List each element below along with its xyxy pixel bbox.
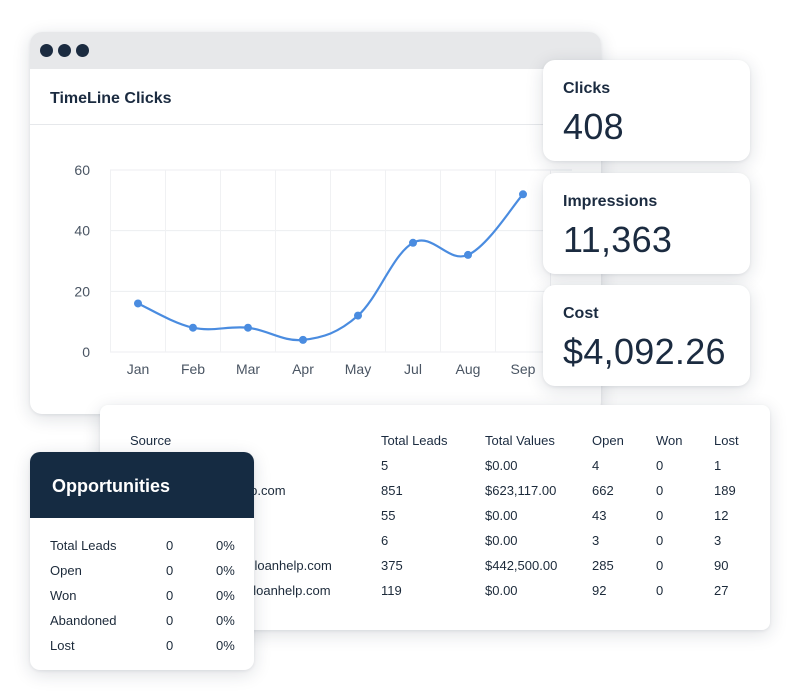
table-cell: 92 [592,583,607,598]
table-cell: 189 [714,483,736,498]
table-cell: $623,117.00 [485,483,557,498]
opportunity-label: Abandoned [50,613,117,628]
column-header-won: Won [656,433,683,448]
window-title-bar [30,32,601,69]
opportunity-label: Total Leads [50,538,117,553]
x-tick-label: Aug [456,361,481,377]
table-cell: 0 [656,483,664,498]
opportunity-label: Open [50,563,82,578]
opportunity-count: 0 [166,613,174,628]
opportunity-label: Lost [50,638,75,653]
table-cell: 0 [656,558,664,573]
impressions-label: Impressions [563,193,658,210]
cost-label: Cost [563,305,599,322]
data-point [134,299,142,308]
table-cell: 5 [381,458,389,473]
line-chart: 0 20 40 60 Jan Feb Mar Apr May Jul Aug Sep [74,162,572,377]
window-dot-icon [40,44,53,57]
divider [30,124,601,125]
column-header-total-values: Total Values [485,433,555,448]
window-dot-icon [58,44,71,57]
table-cell: 3 [592,533,600,548]
table-cell: 4 [592,458,600,473]
timeline-clicks-window: TimeLine Clicks 0 20 40 60 Jan Feb Mar Apr May Ju… [30,32,601,414]
table-cell: neloanhelp.com [240,558,332,573]
opportunity-count: 0 [166,638,174,653]
table-cell: 662 [592,483,614,498]
opportunities-header [30,452,254,518]
cost-value: $4,092.26 [563,331,726,372]
opportunities-title: Opportunities [52,476,170,496]
table-cell: 27 [714,583,729,598]
data-point [189,323,197,332]
column-header-total-leads: Total Leads [381,433,448,448]
data-point [409,238,417,247]
opportunity-count: 0 [166,588,174,603]
table-cell: $442,500.00 [485,558,558,573]
y-tick-label: 20 [74,283,90,299]
x-tick-label: Apr [292,361,314,377]
table-cell: 0 [656,508,664,523]
cost-card: Cost $4,092.26 [543,285,750,386]
clicks-label: Clicks [563,80,611,97]
x-tick-label: Mar [236,361,260,377]
opportunity-percent: 0% [216,613,235,628]
x-tick-label: Feb [181,361,205,377]
clicks-card: Clicks 408 [543,60,750,161]
impressions-card: Impressions 11,363 [543,173,750,274]
data-point [519,190,527,199]
clicks-value: 408 [563,106,624,147]
opportunities-card: Opportunities Total Leads 0 0% Open 0 0%… [30,452,254,670]
table-cell: 0 [656,583,664,598]
table-cell: 12 [714,508,729,523]
opportunity-percent: 0% [216,538,235,553]
x-tick-label: May [345,361,371,377]
table-cell: 43 [592,508,607,523]
y-tick-label: 0 [82,344,90,360]
y-tick-label: 60 [74,162,90,178]
table-cell: 0 [656,533,664,548]
data-point [464,250,472,259]
table-cell: $0.00 [485,583,518,598]
opportunity-percent: 0% [216,588,235,603]
table-cell: $0.00 [485,508,518,523]
data-point [244,323,252,332]
opportunity-count: 0 [166,563,174,578]
chart-title: TimeLine Clicks [50,90,172,107]
table-cell: 6 [381,533,389,548]
table-cell: 285 [592,558,614,573]
table-cell: 55 [381,508,396,523]
table-cell: 375 [381,558,403,573]
column-header-open: Open [592,433,624,448]
table-cell: 119 [381,583,402,598]
data-point [354,311,362,320]
table-cell: 3 [714,533,722,548]
opportunity-label: Won [50,588,77,603]
table-cell: 90 [714,558,729,573]
opportunity-percent: 0% [216,638,235,653]
table-cell: $0.00 [485,533,518,548]
x-tick-label: Jan [127,361,150,377]
table-cell: 851 [381,483,403,498]
opportunity-count: 0 [166,538,174,553]
x-tick-label: Sep [511,361,536,377]
data-point [299,335,307,344]
opportunity-percent: 0% [216,563,235,578]
table-cell: $0.00 [485,458,518,473]
table-cell: eloanhelp.com [246,583,331,598]
x-tick-label: Jul [404,361,422,377]
table-cell: 1 [714,458,722,473]
table-cell: 0 [656,458,664,473]
window-dot-icon [76,44,89,57]
column-header-source: Source [130,433,172,448]
y-tick-label: 40 [74,223,90,239]
impressions-value: 11,363 [563,219,673,260]
column-header-lost: Lost [714,433,739,448]
